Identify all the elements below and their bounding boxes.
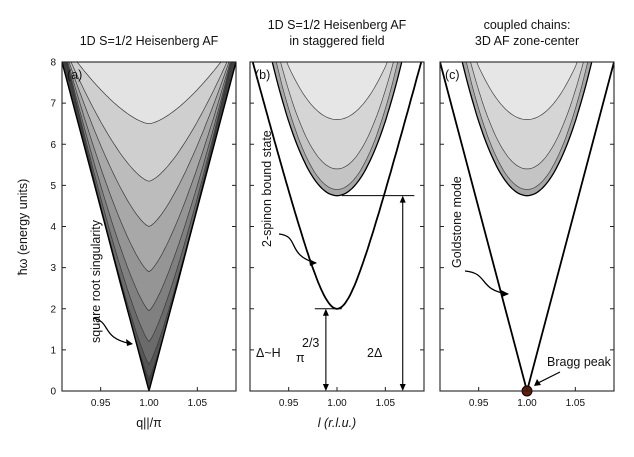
title-panel-b-line2: in staggered field bbox=[289, 34, 384, 48]
gap-label-base: Δ~H bbox=[256, 346, 281, 360]
y-tick-label: 3 bbox=[50, 263, 56, 274]
y-tick-label: 1 bbox=[50, 345, 56, 356]
continuum-lower-boundary bbox=[62, 62, 236, 391]
gap-arrowhead-bottom bbox=[322, 384, 329, 391]
gap-label: Δ~H π 2/3 bbox=[256, 336, 319, 365]
gap-arrowhead-top bbox=[322, 308, 329, 316]
annotation-goldstone-mode: Goldstone mode bbox=[450, 176, 464, 268]
gap-markers bbox=[314, 195, 415, 391]
y-tick-label: 7 bbox=[50, 99, 56, 110]
arrow-goldstone bbox=[464, 270, 509, 295]
arrowhead-square-root bbox=[126, 339, 133, 346]
gap-label-sub: π bbox=[296, 351, 305, 365]
two-gap-arrowhead-top bbox=[399, 195, 406, 203]
x-tick-label: 0.95 bbox=[279, 398, 299, 409]
goldstone-mode-curve bbox=[440, 62, 614, 391]
arrow-bound-state bbox=[278, 233, 317, 264]
arrow-square-root bbox=[92, 317, 133, 345]
title-panel-a: 1D S=1/2 Heisenberg AF bbox=[80, 34, 219, 48]
x-tick-label: 1.05 bbox=[188, 398, 208, 409]
panel-label-c: (c) bbox=[445, 68, 460, 82]
title-panel-b-line1: 1D S=1/2 Heisenberg AF bbox=[268, 18, 407, 32]
x-tick-label: 0.95 bbox=[469, 398, 489, 409]
annotation-square-root-singularity: square root singularity bbox=[89, 219, 103, 343]
y-tick-label: 6 bbox=[50, 140, 56, 151]
x-axes: 0.95 1.00 1.05 0.95 1.00 1.05 0.95 1.00 1.05 bbox=[91, 387, 586, 409]
x-tick-label: 1.05 bbox=[566, 398, 586, 409]
title-panel-c-line1: coupled chains: bbox=[484, 18, 571, 32]
annotation-bragg-peak: Bragg peak bbox=[547, 355, 612, 369]
y-axis: 0 1 2 3 4 5 6 7 8 bbox=[50, 58, 614, 398]
x-axis-label-shared: l (r.l.u.) bbox=[318, 416, 356, 430]
continuum-band-8 bbox=[76, 62, 222, 125]
panel-b bbox=[251, 62, 423, 310]
arrow-bragg bbox=[537, 371, 561, 384]
y-tick-label: 8 bbox=[50, 58, 56, 69]
y-tick-label: 0 bbox=[50, 387, 56, 398]
x-tick-label: 1.00 bbox=[327, 398, 347, 409]
panel-a bbox=[62, 62, 236, 391]
panel-label-a: (a) bbox=[67, 68, 82, 82]
y-tick-label: 5 bbox=[50, 181, 56, 192]
arrowhead-goldstone bbox=[501, 290, 509, 297]
x-axis-label-a: q||/π bbox=[136, 416, 162, 430]
y-tick-label: 4 bbox=[50, 222, 56, 233]
two-gap-label: 2Δ bbox=[367, 346, 382, 360]
x-tick-label: 1.05 bbox=[376, 398, 396, 409]
gap-label-sup: 2/3 bbox=[302, 336, 319, 350]
x-tick-label: 1.00 bbox=[517, 398, 537, 409]
y-axis-label: ħω (energy units) bbox=[16, 179, 30, 276]
arrowhead-bragg bbox=[534, 379, 541, 386]
y-tick-label: 2 bbox=[50, 304, 56, 315]
x-tick-label: 1.00 bbox=[139, 398, 159, 409]
title-panel-c-line2: 3D AF zone-center bbox=[475, 34, 579, 48]
two-gap-arrowhead-bottom bbox=[399, 384, 406, 391]
continuum-cap-band-3 bbox=[476, 62, 578, 120]
panel-c bbox=[440, 62, 614, 397]
arrowhead-bound-state bbox=[309, 259, 317, 266]
continuum-cap-band-3 bbox=[286, 62, 388, 120]
panel-label-b: (b) bbox=[255, 68, 270, 82]
annotation-bound-state: 2-spinon bound state bbox=[260, 130, 274, 247]
x-tick-label: 0.95 bbox=[91, 398, 111, 409]
